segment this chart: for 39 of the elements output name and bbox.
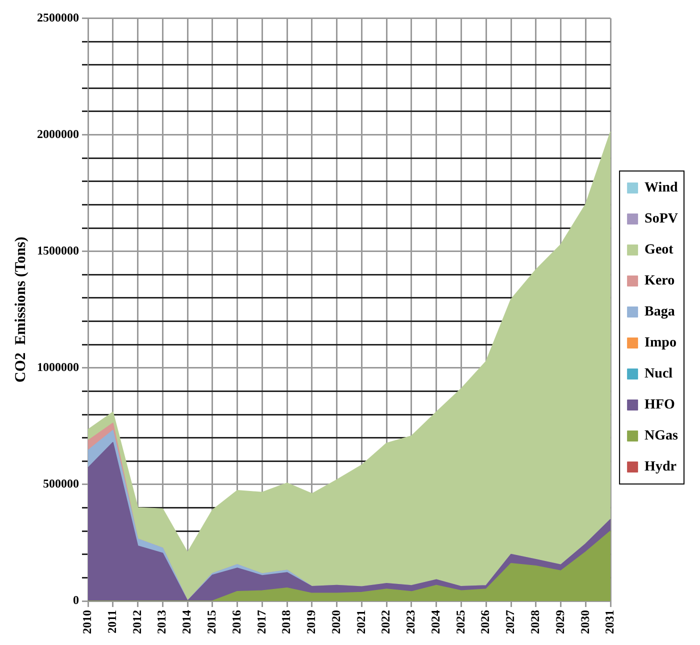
legend-label: Kero bbox=[644, 274, 675, 289]
x-tick-label: 2028 bbox=[528, 610, 542, 634]
x-tick-label: 2024 bbox=[428, 610, 442, 634]
y-tick-label: 1000000 bbox=[37, 360, 79, 374]
y-tick-label: 0 bbox=[73, 593, 79, 608]
y-tick-label: 500000 bbox=[43, 476, 79, 491]
y-axis-title: CO2 Emissions (Tons) bbox=[12, 236, 29, 382]
x-tick-label: 2026 bbox=[478, 610, 492, 634]
legend-label: Baga bbox=[644, 304, 675, 320]
x-tick-label: 2020 bbox=[328, 610, 343, 634]
legend-label: NGas bbox=[644, 428, 679, 444]
x-tick-label: 2011 bbox=[104, 610, 119, 634]
y-tick-label: 2500000 bbox=[37, 10, 79, 24]
x-tick-label: 2013 bbox=[154, 610, 169, 634]
x-tick-label: 2014 bbox=[180, 610, 194, 634]
legend-label: Impo bbox=[644, 336, 676, 351]
legend-label: Wind bbox=[644, 180, 678, 196]
y-tick-label: 1500000 bbox=[37, 243, 79, 258]
x-tick-label: 2010 bbox=[80, 610, 94, 634]
x-tick-label: 2030 bbox=[578, 610, 592, 634]
x-tick-label: 2017 bbox=[254, 610, 268, 634]
legend-label: SoPV bbox=[644, 212, 678, 227]
x-tick-label: 2019 bbox=[304, 610, 318, 634]
x-tick-label: 2027 bbox=[503, 610, 518, 634]
legend-label: Hydr bbox=[644, 460, 676, 475]
legend-label: HFO bbox=[644, 398, 675, 413]
x-tick-label: 2021 bbox=[354, 610, 368, 634]
x-tick-label: 2015 bbox=[204, 610, 219, 634]
x-tick-label: 2018 bbox=[279, 610, 294, 634]
x-tick-label: 2022 bbox=[378, 610, 393, 634]
x-tick-label: 2023 bbox=[404, 610, 418, 634]
legend-label: Geot bbox=[644, 242, 674, 258]
x-tick-label: 2031 bbox=[602, 610, 617, 634]
x-tick-label: 2025 bbox=[453, 610, 468, 634]
x-tick-label: 2029 bbox=[552, 610, 567, 634]
x-tick-label: 2012 bbox=[130, 610, 144, 634]
y-tick-label: 2000000 bbox=[37, 126, 79, 141]
legend-label: Nucl bbox=[644, 366, 673, 382]
x-tick-label: 2016 bbox=[229, 610, 244, 634]
